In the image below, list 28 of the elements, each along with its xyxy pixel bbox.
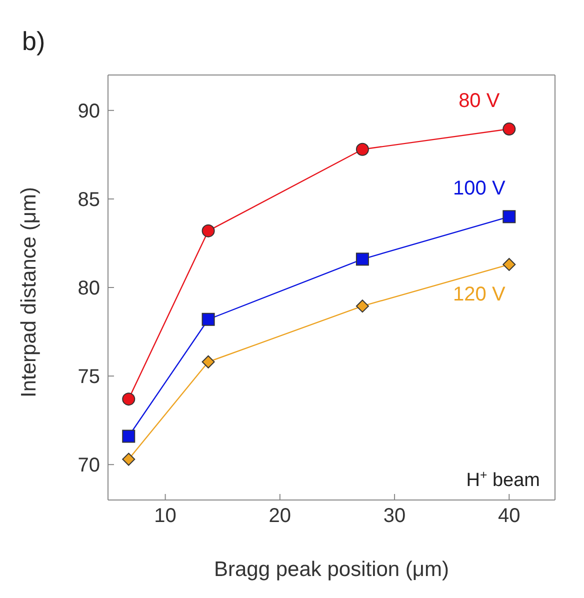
- text: b): [22, 26, 46, 56]
- point: [356, 142, 369, 156]
- point: [122, 430, 136, 443]
- series-label: 100 V: [453, 178, 506, 200]
- point: [502, 258, 516, 271]
- y-tick-label: 75: [78, 366, 100, 388]
- y-tick-label: 80: [78, 278, 100, 300]
- x-tick-label: 10: [154, 505, 176, 528]
- y-tick-label: 90: [78, 100, 100, 123]
- point: [356, 252, 369, 266]
- point: [122, 392, 136, 406]
- point: [502, 122, 516, 136]
- series-label: 120 V: [453, 283, 506, 306]
- series-label: 80 V: [458, 90, 500, 112]
- x-tick-label: 40: [498, 505, 520, 528]
- x-tick-label: 30: [383, 505, 406, 528]
- point: [502, 210, 516, 224]
- point: [202, 224, 215, 238]
- annotation: H$^{+}$ beam: [466, 468, 540, 491]
- y-tick-label: 70: [78, 454, 100, 477]
- point: [202, 312, 215, 326]
- point: [356, 300, 369, 313]
- y-axis-title: Interpad distance (μm): [17, 186, 40, 398]
- x-axis-title: Bragg peak position (μm): [214, 558, 450, 581]
- y-tick-label: 85: [78, 189, 100, 212]
- x-tick-label: 20: [268, 505, 292, 528]
- point: [122, 452, 136, 466]
- point: [202, 355, 215, 368]
